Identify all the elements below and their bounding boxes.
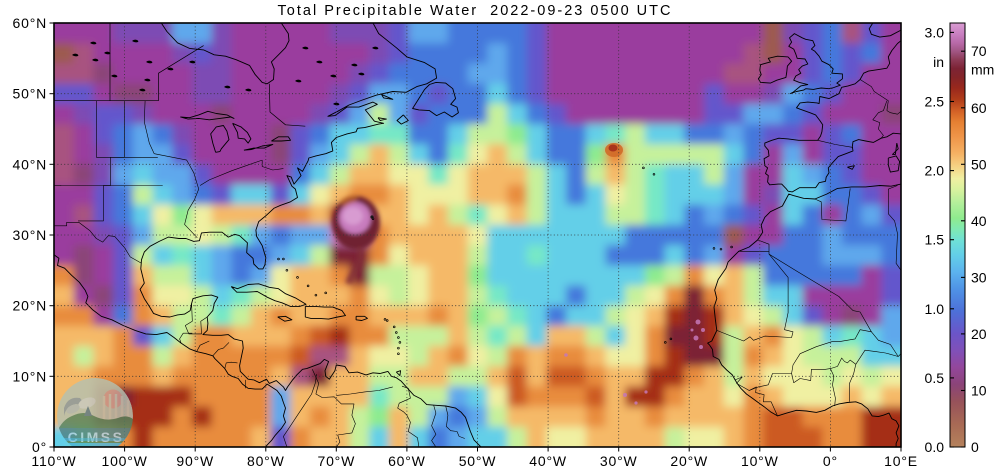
svg-text:30: 30 bbox=[971, 269, 987, 285]
svg-text:10°W: 10°W bbox=[741, 453, 779, 469]
svg-text:50°N: 50°N bbox=[13, 86, 47, 102]
svg-text:2.0: 2.0 bbox=[925, 163, 945, 179]
svg-text:60°W: 60°W bbox=[388, 453, 426, 469]
svg-text:20°N: 20°N bbox=[13, 298, 47, 314]
svg-text:0.5: 0.5 bbox=[925, 370, 945, 386]
svg-text:40°W: 40°W bbox=[529, 453, 567, 469]
svg-text:40: 40 bbox=[971, 213, 987, 229]
svg-text:30°W: 30°W bbox=[600, 453, 638, 469]
svg-text:40°N: 40°N bbox=[13, 156, 47, 172]
svg-text:Total Precipitable Water 2022: Total Precipitable Water 2022-09-23 0500… bbox=[278, 3, 673, 19]
svg-text:10°E: 10°E bbox=[884, 453, 918, 469]
svg-text:1.5: 1.5 bbox=[925, 232, 945, 248]
svg-text:0°: 0° bbox=[823, 453, 838, 469]
svg-text:20: 20 bbox=[971, 326, 987, 342]
svg-text:mm: mm bbox=[971, 62, 994, 78]
svg-text:90°W: 90°W bbox=[176, 453, 214, 469]
svg-text:50: 50 bbox=[971, 156, 987, 172]
svg-text:110°W: 110°W bbox=[31, 453, 76, 469]
svg-text:3.0: 3.0 bbox=[925, 24, 945, 40]
svg-text:in: in bbox=[933, 54, 944, 70]
svg-text:60°N: 60°N bbox=[13, 15, 47, 31]
svg-text:2.5: 2.5 bbox=[925, 94, 945, 110]
svg-text:50°W: 50°W bbox=[459, 453, 497, 469]
svg-text:10°N: 10°N bbox=[13, 368, 47, 384]
svg-text:0°: 0° bbox=[32, 439, 47, 455]
svg-text:10: 10 bbox=[971, 383, 987, 399]
svg-text:30°N: 30°N bbox=[13, 227, 47, 243]
svg-text:60: 60 bbox=[971, 100, 987, 116]
svg-text:CIMSS: CIMSS bbox=[68, 429, 125, 445]
svg-text:0: 0 bbox=[971, 439, 979, 455]
svg-text:70°W: 70°W bbox=[318, 453, 356, 469]
svg-text:20°W: 20°W bbox=[670, 453, 708, 469]
svg-text:80°W: 80°W bbox=[247, 453, 285, 469]
svg-text:1.0: 1.0 bbox=[925, 301, 945, 317]
svg-text:100°W: 100°W bbox=[102, 453, 148, 469]
svg-text:70: 70 bbox=[971, 43, 987, 59]
svg-text:0.0: 0.0 bbox=[925, 439, 945, 455]
